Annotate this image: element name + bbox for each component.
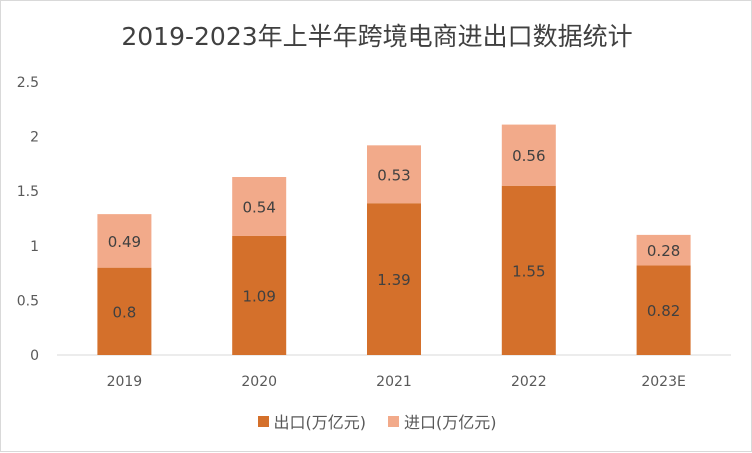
y-tick-label: 2 — [30, 130, 39, 146]
data-label: 1.09 — [242, 287, 275, 305]
y-tick-label: 2.5 — [17, 75, 39, 91]
legend-label-import: 进口(万亿元) — [404, 413, 497, 432]
legend: 出口(万亿元) 进口(万亿元) — [1, 409, 752, 433]
bar-export — [636, 265, 691, 355]
data-label: 0.49 — [108, 233, 141, 251]
legend-label-export: 出口(万亿元) — [273, 413, 367, 432]
legend-swatch-import — [388, 415, 399, 427]
data-label: 0.8 — [112, 303, 136, 321]
legend-item-import[interactable]: 进口(万亿元) — [388, 409, 497, 433]
bar-import — [636, 234, 691, 266]
data-label: 0.56 — [512, 147, 545, 165]
legend-swatch-export — [257, 415, 269, 427]
bar-export — [501, 185, 556, 355]
bar-import — [97, 214, 152, 268]
data-label: 1.39 — [377, 271, 410, 289]
data-label: 0.54 — [242, 198, 275, 216]
bar-export — [97, 267, 152, 355]
x-tick-label: 2022 — [511, 374, 547, 390]
bar-export — [367, 203, 421, 355]
bar-import — [232, 177, 287, 236]
x-tick-label: 2019 — [107, 374, 143, 390]
data-label: 1.55 — [512, 262, 545, 280]
legend-item-export[interactable]: 出口(万亿元) — [257, 409, 367, 433]
bar-export — [232, 235, 287, 355]
data-label: 0.82 — [647, 302, 680, 320]
bar-import — [501, 124, 556, 186]
x-tick-label: 2021 — [376, 374, 412, 390]
x-tick-label: 2023E — [641, 374, 685, 390]
x-tick-label: 2020 — [241, 374, 277, 390]
data-label: 0.53 — [377, 166, 410, 184]
chart-title: 2019-2023年上半年跨境电商进出口数据统计 — [121, 22, 633, 51]
y-tick-label: 0.5 — [17, 293, 39, 309]
y-tick-label: 1 — [30, 239, 39, 255]
bar-import — [367, 145, 421, 204]
y-tick-label: 1.5 — [17, 184, 39, 200]
data-label: 0.28 — [647, 242, 680, 260]
y-tick-label: 0 — [30, 348, 39, 364]
